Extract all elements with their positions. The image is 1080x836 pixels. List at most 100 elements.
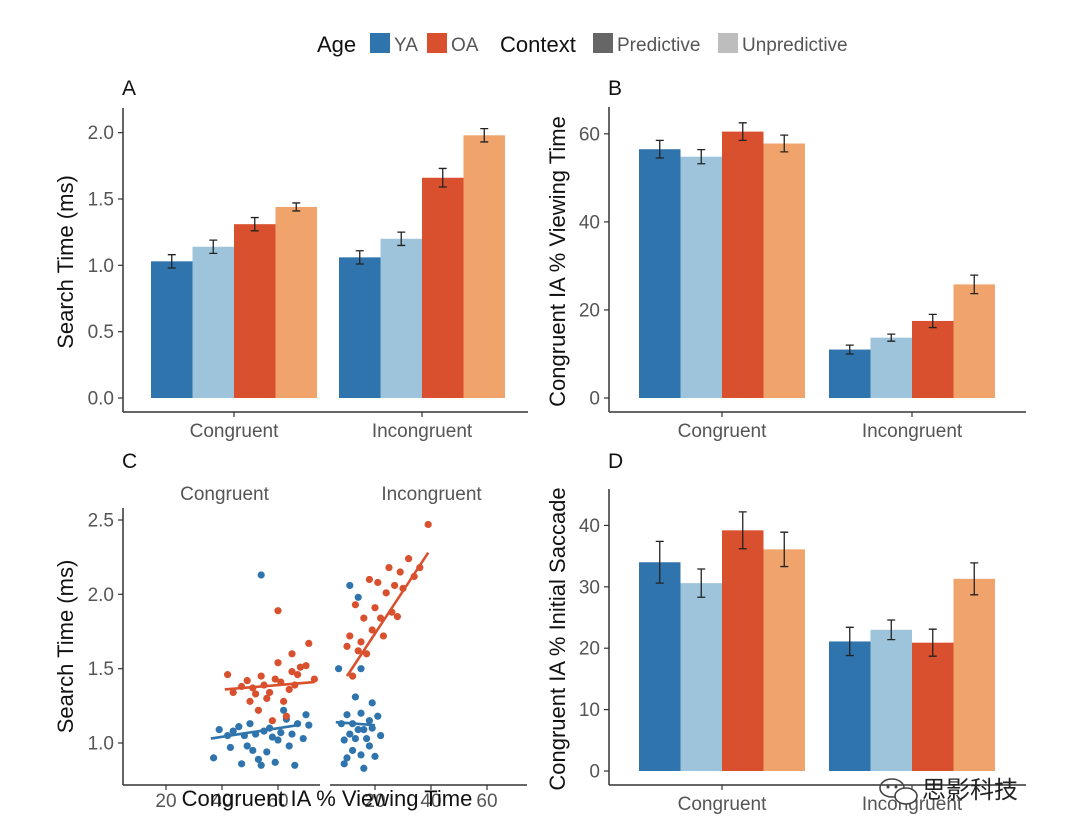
error-bar-incongruent-ya-unpredictive (887, 333, 896, 342)
error-bar-incongruent-oa-predictive (928, 628, 937, 657)
bar-congruent-oa-predictive (722, 131, 764, 398)
bar-incongruent-ya-unpredictive (870, 629, 912, 771)
y-axis-title: Search Time (ms) (53, 175, 78, 349)
point-congruent-oa (252, 690, 260, 698)
bar-incongruent-oa-unpredictive (953, 578, 995, 771)
point-congruent-ya (285, 742, 293, 750)
error-bar-congruent-ya-predictive (655, 139, 664, 159)
error-bar-incongruent-oa-predictive (928, 313, 937, 329)
point-congruent-oa (274, 659, 282, 667)
error-bar-incongruent-oa-predictive (438, 167, 447, 188)
point-incongruent-oa (343, 642, 351, 650)
point-congruent-oa (288, 650, 296, 658)
y-tick-label: 2.0 (88, 585, 114, 606)
y-tick-label: 60 (579, 124, 600, 145)
x-tick-label: 40 (420, 791, 441, 812)
point-incongruent-oa (391, 581, 399, 590)
facet-label-congruent: Congruent (180, 484, 269, 505)
point-congruent-ya (257, 761, 265, 769)
bar-incongruent-ya-predictive (339, 257, 381, 398)
point-incongruent-oa (382, 589, 390, 597)
point-congruent-ya (246, 720, 254, 728)
x-tick-label: 20 (155, 791, 176, 812)
point-incongruent-ya (343, 711, 351, 719)
point-congruent-ya (254, 755, 262, 763)
error-bar-incongruent-ya-predictive (845, 344, 854, 355)
bar-incongruent-oa-predictive (422, 177, 464, 398)
point-incongruent-oa (379, 632, 387, 640)
point-incongruent-ya (346, 730, 354, 738)
error-bar-incongruent-oa-unpredictive (970, 562, 979, 596)
point-incongruent-ya (335, 665, 343, 673)
point-incongruent-ya (351, 693, 359, 701)
error-bar-congruent-oa-predictive (738, 511, 747, 550)
point-incongruent-oa (354, 647, 362, 655)
x-tick-label-congruent: Congruent (678, 794, 767, 815)
bar-congruent-oa-unpredictive (763, 143, 805, 398)
point-congruent-ya (288, 730, 296, 738)
point-congruent-oa (254, 706, 262, 714)
x-tick-label: 40 (211, 791, 232, 812)
point-incongruent-ya (365, 742, 373, 750)
x-tick-label-incongruent: Incongruent (372, 421, 473, 442)
point-congruent-oa (302, 662, 310, 670)
error-bar-incongruent-ya-predictive (845, 626, 854, 657)
point-incongruent-ya (357, 665, 365, 673)
point-incongruent-oa (396, 568, 404, 576)
point-incongruent-oa (346, 632, 354, 640)
panel-letter-a: A (122, 77, 136, 100)
error-bar-congruent-oa-unpredictive (292, 202, 301, 212)
bar-incongruent-ya-predictive (829, 349, 871, 398)
bar-congruent-ya-unpredictive (192, 246, 234, 398)
y-axis-title: Search Time (ms) (53, 560, 78, 734)
x-tick-label: 20 (364, 791, 385, 812)
point-incongruent-ya (365, 717, 373, 725)
error-bar-incongruent-oa-unpredictive (480, 128, 489, 143)
point-congruent-oa (229, 688, 237, 697)
fit-line-incongruent-ya (335, 720, 376, 727)
error-bar-congruent-oa-predictive (738, 122, 747, 142)
legend-context-title: Context (500, 32, 576, 57)
x-tick-label-congruent: Congruent (678, 421, 767, 442)
watermark-text: 思影科技 (922, 777, 1018, 804)
panel-d-initial-saccade-bars: 0 10 20 30 40 Congruent IA % Initial Saccade C… (545, 487, 1026, 815)
fit-line-congruent-ya (210, 723, 298, 740)
error-bar-congruent-ya-unpredictive (697, 568, 706, 598)
bar-incongruent-ya-predictive (829, 641, 871, 771)
point-incongruent-oa (405, 555, 413, 563)
point-congruent-oa (310, 675, 318, 683)
point-congruent-ya (257, 571, 265, 579)
point-congruent-oa (246, 697, 254, 705)
bar-incongruent-oa-unpredictive (463, 135, 505, 398)
bar-incongruent-oa-unpredictive (953, 284, 995, 398)
error-bar-incongruent-ya-predictive (355, 250, 364, 265)
point-incongruent-oa (424, 520, 432, 529)
point-incongruent-ya (354, 593, 362, 601)
panel-a-search-time-bars: 0.0 0.5 1.0 1.5 2.0 Search Time (ms) Congruent… (53, 108, 528, 442)
y-tick-label: 40 (579, 212, 600, 233)
point-congruent-oa (274, 607, 282, 615)
legend-predictive-label: Predictive (617, 35, 700, 56)
point-incongruent-oa (371, 604, 379, 612)
point-congruent-oa (266, 688, 274, 697)
y-tick-label: 1.5 (88, 659, 114, 680)
bar-congruent-ya-predictive (151, 261, 193, 398)
bar-congruent-ya-predictive (639, 562, 681, 771)
y-tick-label: 0.0 (88, 389, 114, 410)
error-bar-incongruent-ya-unpredictive (397, 231, 406, 247)
legend: Age YA OA Context Predictive Unpredictiv… (317, 32, 848, 57)
bar-congruent-ya-unpredictive (680, 156, 722, 398)
legend-unpredictive-label: Unpredictive (742, 35, 848, 56)
fit-line-incongruent-oa (345, 551, 430, 677)
y-axis-title: Congruent IA % Viewing Time (545, 116, 570, 407)
error-bar-congruent-oa-unpredictive (780, 531, 789, 568)
point-congruent-oa (224, 671, 232, 679)
panel-letter-d: D (608, 450, 623, 473)
y-tick-label: 2.5 (88, 511, 114, 532)
error-bar-congruent-ya-predictive (655, 540, 664, 584)
point-congruent-ya (271, 758, 279, 766)
point-congruent-ya (238, 760, 246, 768)
point-incongruent-ya (349, 746, 357, 755)
x-tick-label: 60 (476, 791, 497, 812)
